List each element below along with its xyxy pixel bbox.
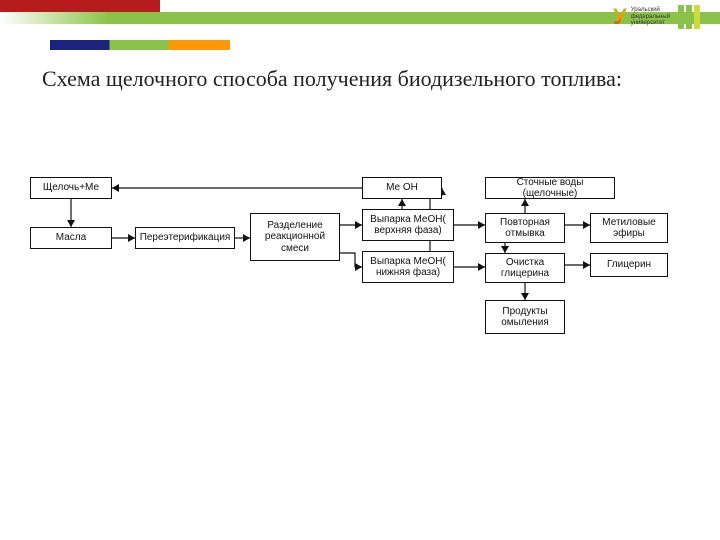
logo-line-1: федеральный	[631, 14, 670, 21]
arrowhead-oils-transest	[128, 234, 135, 242]
flowchart-diagram: Щелочь+Ме Масла Переэтерификация Разделение…	[0, 165, 720, 415]
node-transest: Переэтерификация	[135, 227, 235, 249]
node-oils: Масла	[30, 227, 112, 249]
arrowhead-separation-evap_top	[355, 221, 362, 229]
node-evap_bot: Выпарка МеОН( нижняя фаза)	[362, 251, 454, 283]
logo-line-2: университет	[631, 20, 670, 27]
node-products: Продукты омыления	[485, 300, 565, 334]
node-glyc_clean: Очистка глицерина	[485, 253, 565, 283]
node-alkali: Щелочь+Ме	[30, 177, 112, 199]
arrowhead-meoh-alkali	[112, 184, 119, 192]
page-title: Схема щелочного способа получения биодиз…	[42, 66, 622, 92]
university-logo: У Уральский федеральный университет	[613, 4, 700, 30]
logo-y-icon: У	[613, 4, 627, 30]
logo-bar-1	[686, 5, 692, 29]
node-glycerin: Глицерин	[590, 253, 668, 277]
arrowhead-rewash-glyc_clean	[501, 246, 509, 253]
header-green-stripe	[0, 12, 720, 24]
slide-header: У Уральский федеральный университет	[0, 0, 720, 60]
arrowhead-evap_bot-glyc_clean	[478, 263, 485, 271]
logo-text: Уральский федеральный университет	[631, 7, 670, 27]
node-evap_top: Выпарка МеОН( верхняя фаза)	[362, 209, 454, 241]
node-rewash: Повторная отмывка	[485, 213, 565, 243]
node-separation: Разделение реакционной смеси	[250, 213, 340, 261]
arrowhead-rewash-wastewater	[521, 199, 529, 206]
flowchart-arrows	[0, 165, 720, 415]
logo-line-0: Уральский	[631, 7, 670, 14]
arrowhead-alkali-transest	[67, 220, 75, 227]
arrowhead-glyc_clean-products	[521, 293, 529, 300]
arrowhead-transest-separation	[243, 234, 250, 242]
arrowhead-evap_top-meoh	[398, 199, 406, 206]
node-meoh: Ме ОН	[362, 177, 442, 199]
header-red-bar	[0, 0, 160, 12]
edge-separation-evap_bot	[340, 253, 362, 267]
logo-bar-2	[694, 5, 700, 29]
node-wastewater: Сточные воды (щелочные)	[485, 177, 615, 199]
arrowhead-rewash-methyl	[583, 221, 590, 229]
node-methyl: Метиловые эфиры	[590, 213, 668, 243]
logo-bars-icon	[678, 5, 700, 29]
arrowhead-separation-evap_bot	[355, 263, 362, 271]
logo-bar-0	[678, 5, 684, 29]
arrowhead-evap_top-rewash	[478, 221, 485, 229]
title-underline	[50, 40, 230, 50]
arrowhead-glyc_clean-glycerin	[583, 261, 590, 269]
